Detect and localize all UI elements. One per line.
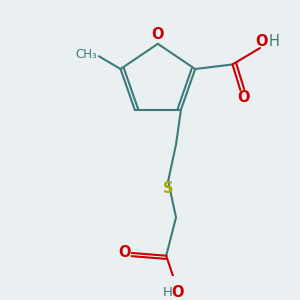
Text: S: S: [163, 181, 173, 196]
Text: O: O: [256, 34, 268, 49]
Text: O: O: [171, 285, 183, 300]
Text: O: O: [118, 245, 130, 260]
Text: O: O: [237, 90, 250, 105]
Text: H: H: [163, 286, 173, 299]
Text: H: H: [268, 34, 279, 49]
Text: O: O: [152, 27, 164, 42]
Text: CH₃: CH₃: [75, 48, 97, 61]
